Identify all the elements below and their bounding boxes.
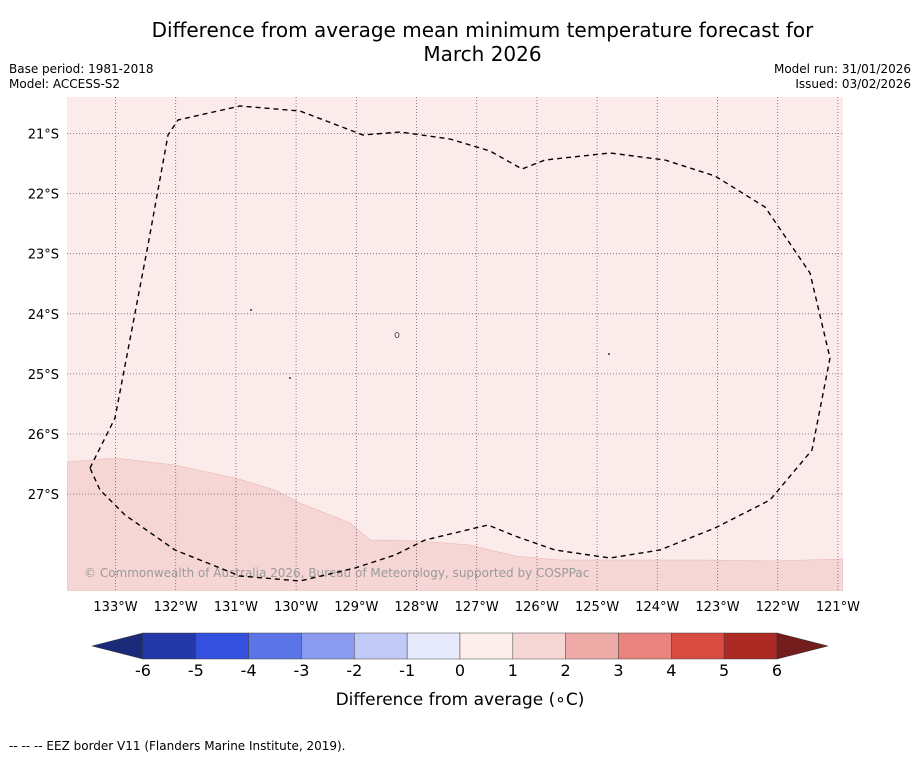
island-marker (250, 309, 252, 311)
latitude-label: 25°S (28, 368, 59, 383)
latitude-label: 27°S (28, 488, 59, 503)
title-line-1: Difference from average mean minimum tem… (151, 18, 814, 42)
eez-border (89, 105, 831, 582)
latitude-label: 26°S (28, 428, 59, 443)
latitude-labels: 21°S 22°S 23°S 24°S 25°S 26°S 27°S (28, 128, 59, 504)
colorbar-tick-label: 3 (613, 661, 623, 680)
island-marker (289, 377, 291, 379)
eez-footnote: -- -- -- EEZ border V11 (Flanders Marine… (9, 739, 346, 753)
latitude-label: 22°S (28, 188, 59, 203)
latitude-label: 24°S (28, 308, 59, 323)
colorbar-tick-label: -3 (294, 661, 310, 680)
longitude-labels: 133°W 132°W 131°W 130°W 129°W 128°W 127°W 126°W… (93, 600, 860, 615)
longitude-label: 125°W (575, 600, 619, 615)
longitude-label: 121°W (816, 600, 860, 615)
chart-title: Difference from average mean minimum tem… (0, 18, 919, 66)
colorbar-tick-label: 4 (666, 661, 676, 680)
colorbar-tick-label: -6 (135, 661, 151, 680)
graticule (67, 97, 843, 591)
colorbar-tick-label: 6 (772, 661, 782, 680)
colorbar-segment (671, 632, 725, 660)
colorbar-segment (248, 632, 302, 660)
colorbar-segment (565, 632, 619, 660)
anomaly-region-1-2 (67, 457, 843, 591)
colorbar-tick-label: -4 (241, 661, 257, 680)
longitude-label: 133°W (93, 600, 137, 615)
colorbar-tick-label: 5 (719, 661, 729, 680)
colorbar-tick-label: 0 (455, 661, 465, 680)
colorbar-segment (723, 632, 778, 660)
model-name: Model: ACCESS-S2 (9, 77, 121, 91)
colorbar-tick-label: 1 (508, 661, 518, 680)
colorbar-tick-label: -2 (346, 661, 362, 680)
longitude-label: 130°W (274, 600, 318, 615)
longitude-label: 124°W (635, 600, 679, 615)
colorbar-segment (142, 632, 197, 660)
colorbar-segment (301, 632, 355, 660)
title-line-2: March 2026 (423, 42, 542, 66)
colorbar-segment (459, 632, 514, 660)
model-run: Model run: 31/01/2026 (773, 62, 911, 76)
longitude-label: 126°W (515, 600, 559, 615)
colorbar-over-arrow (776, 632, 829, 660)
colorbar-segment (354, 632, 408, 660)
island-marker (608, 353, 610, 355)
longitude-label: 122°W (756, 600, 800, 615)
meta-right: Model run: 31/01/2026 Issued: 03/02/2026 (774, 62, 911, 92)
colorbar-segment (406, 632, 461, 660)
colorbar-label: Difference from average (∘C) (336, 690, 585, 710)
longitude-label: 131°W (214, 600, 258, 615)
latitude-label: 21°S (28, 128, 59, 143)
meta-left: Base period: 1981-2018 Model: ACCESS-S2 (9, 62, 154, 92)
issued-date: Issued: 03/02/2026 (795, 77, 911, 91)
copyright-text: © Commonwealth of Australia 2026, Bureau… (84, 566, 589, 580)
latitude-label: 23°S (28, 248, 59, 263)
longitude-label: 129°W (334, 600, 378, 615)
longitude-label: 127°W (455, 600, 499, 615)
colorbar-under-arrow (91, 632, 144, 660)
longitude-label: 123°W (695, 600, 739, 615)
colorbar-segment (512, 632, 566, 660)
longitude-label: 128°W (394, 600, 438, 615)
colorbar-segment (618, 632, 672, 660)
island-marker (394, 332, 400, 338)
colorbar: -6 -5 -4 -3 -2 -1 0 1 2 3 4 5 6 Difference from aver… (91, 632, 829, 710)
base-period: Base period: 1981-2018 (9, 62, 154, 76)
colorbar-tick-label: -5 (188, 661, 204, 680)
colorbar-tick-label: 2 (561, 661, 571, 680)
longitude-label: 132°W (154, 600, 198, 615)
colorbar-segment (195, 632, 249, 660)
colorbar-tick-label: -1 (399, 661, 415, 680)
